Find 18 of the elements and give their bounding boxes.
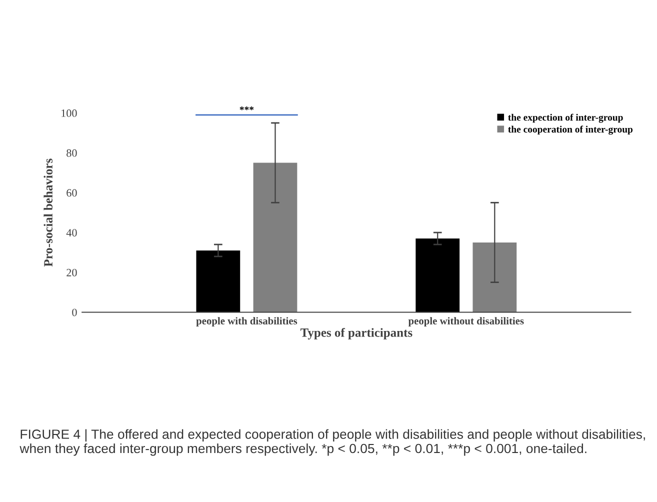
- bar: [196, 250, 240, 312]
- caption: FIGURE 4 | The offered and expected cooperation of people with disabilities and people without disabilities, when they faced inter-group members respectively. *p < 0.05, **p < 0.01, ***p < 0.001, one-tailed.: [20, 429, 645, 456]
- x-axis-title: Types of participants: [300, 328, 412, 340]
- legend-label: the expection of inter-group: [508, 114, 623, 123]
- x-tick-label: people without disabilities: [408, 317, 524, 327]
- bar: [416, 238, 460, 312]
- x-tick-label: people with disabilities: [196, 317, 298, 327]
- legend-label: the cooperation of inter-group: [508, 126, 633, 135]
- y-tick-label: 100: [62, 109, 77, 117]
- y-tick-label: 40: [66, 228, 77, 236]
- y-tick-label: 0: [72, 308, 77, 316]
- y-tick-label: 60: [66, 189, 77, 197]
- bar: [253, 162, 298, 312]
- bar: [472, 242, 517, 312]
- text: ***: [240, 106, 254, 110]
- y-tick-label: 20: [66, 268, 77, 276]
- y-tick-label: 80: [66, 149, 77, 157]
- y-axis-title: Pro-social behaviors: [44, 158, 53, 267]
